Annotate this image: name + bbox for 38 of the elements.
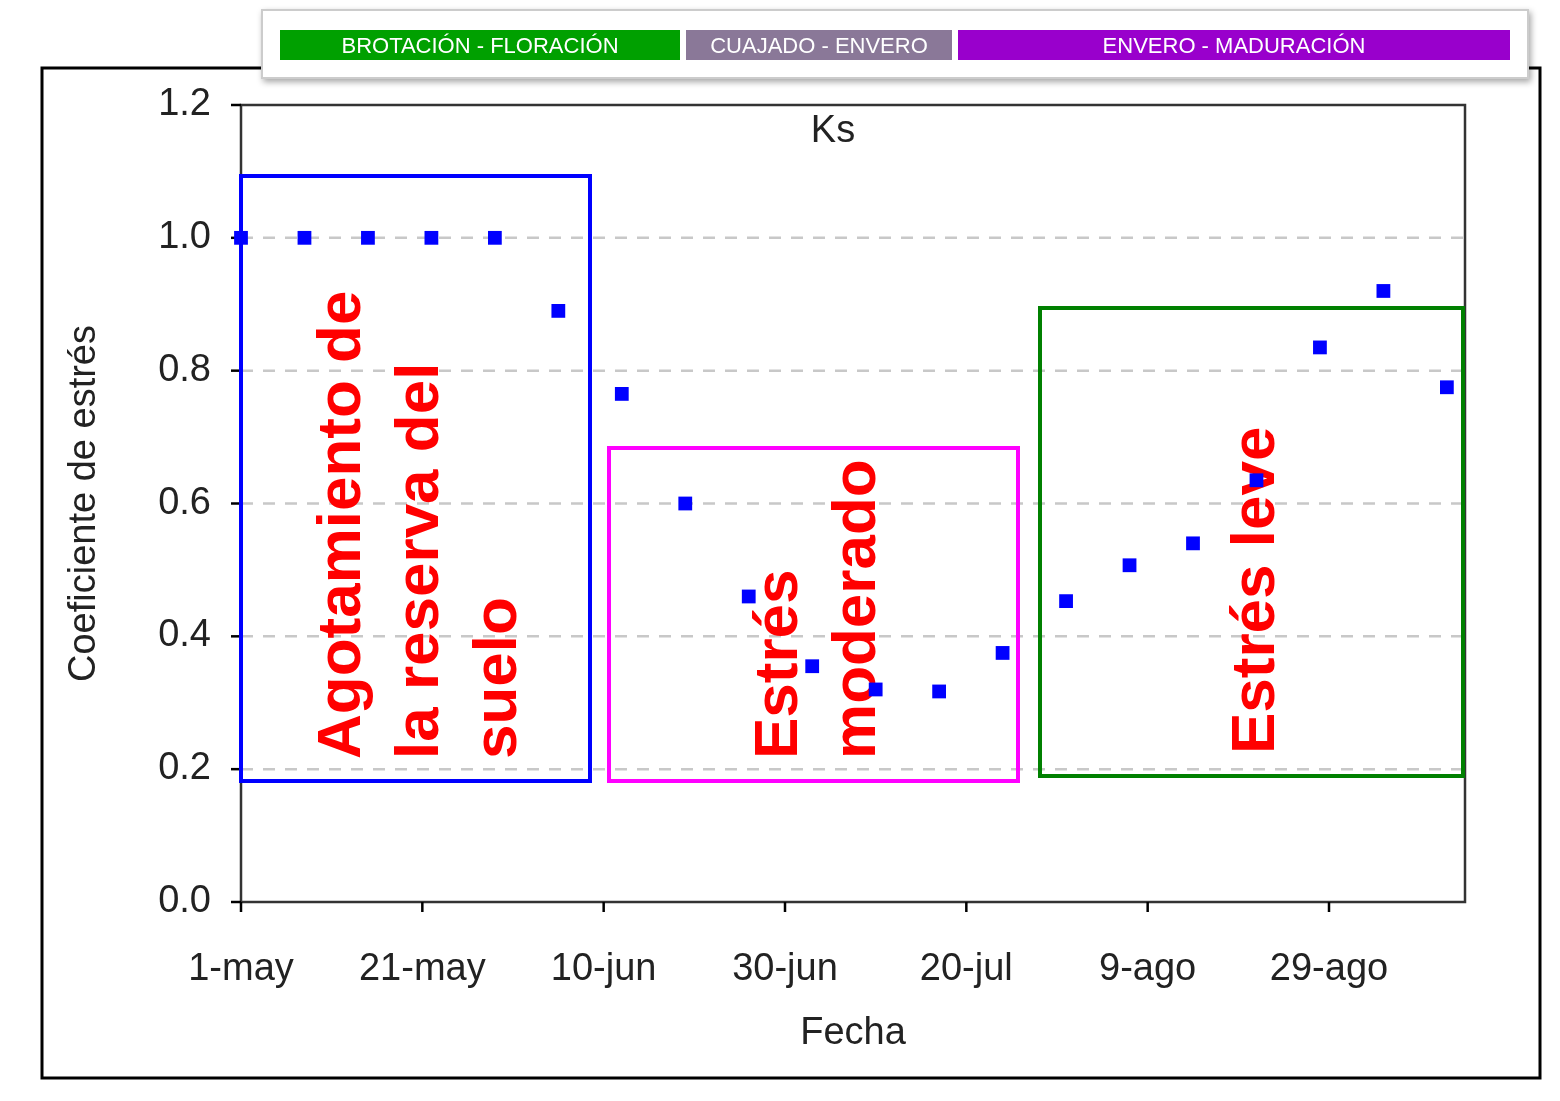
annotation: Estrés leve [1217,426,1287,754]
point [614,387,629,401]
point [1376,284,1391,298]
chart-title: Ks [810,108,856,150]
x-tick-label: 30-jun [732,946,838,988]
phase-header: BROTACIÓN - FLORACIÓN CUAJADO - ENVERO ENVERO - MADURACIÓN [261,9,1529,79]
x-tick-label: 1-may [188,946,294,988]
point [361,230,375,245]
y-tick-label: 0.2 [158,745,211,788]
y-tick-label: 1.2 [158,81,211,124]
y-tick-label: 0.6 [158,479,211,522]
x-tick-label: 9-ago [1099,946,1197,988]
x-tick-label: 21-may [358,946,486,988]
point [1439,380,1454,395]
point [1186,536,1200,551]
point [678,496,693,511]
point [1122,558,1137,573]
y-tick-label: 0.0 [158,878,211,921]
point [424,230,439,245]
x-tick-label: 20-jul [919,946,1013,988]
point [487,230,502,245]
annotation: Estrés moderado [740,459,888,759]
point [234,230,248,245]
x-tick-label: 10-jun [550,946,657,988]
point [932,684,947,699]
annotation: Agotamiento de la reserva del suelo [303,290,529,759]
point [1313,340,1327,355]
x-axis-title: Fecha [800,1010,907,1052]
point [1059,594,1073,609]
y-tick-label: 0.8 [158,346,211,389]
x-tick-label: 29-ago [1269,946,1389,988]
point [805,659,820,674]
y-tick-label: 0.4 [158,612,211,655]
point [551,304,566,318]
point [297,230,312,245]
point [995,646,1010,660]
y-axis-title: Coeficiente de estrés [61,325,103,682]
y-tick-label: 1.0 [158,213,211,256]
